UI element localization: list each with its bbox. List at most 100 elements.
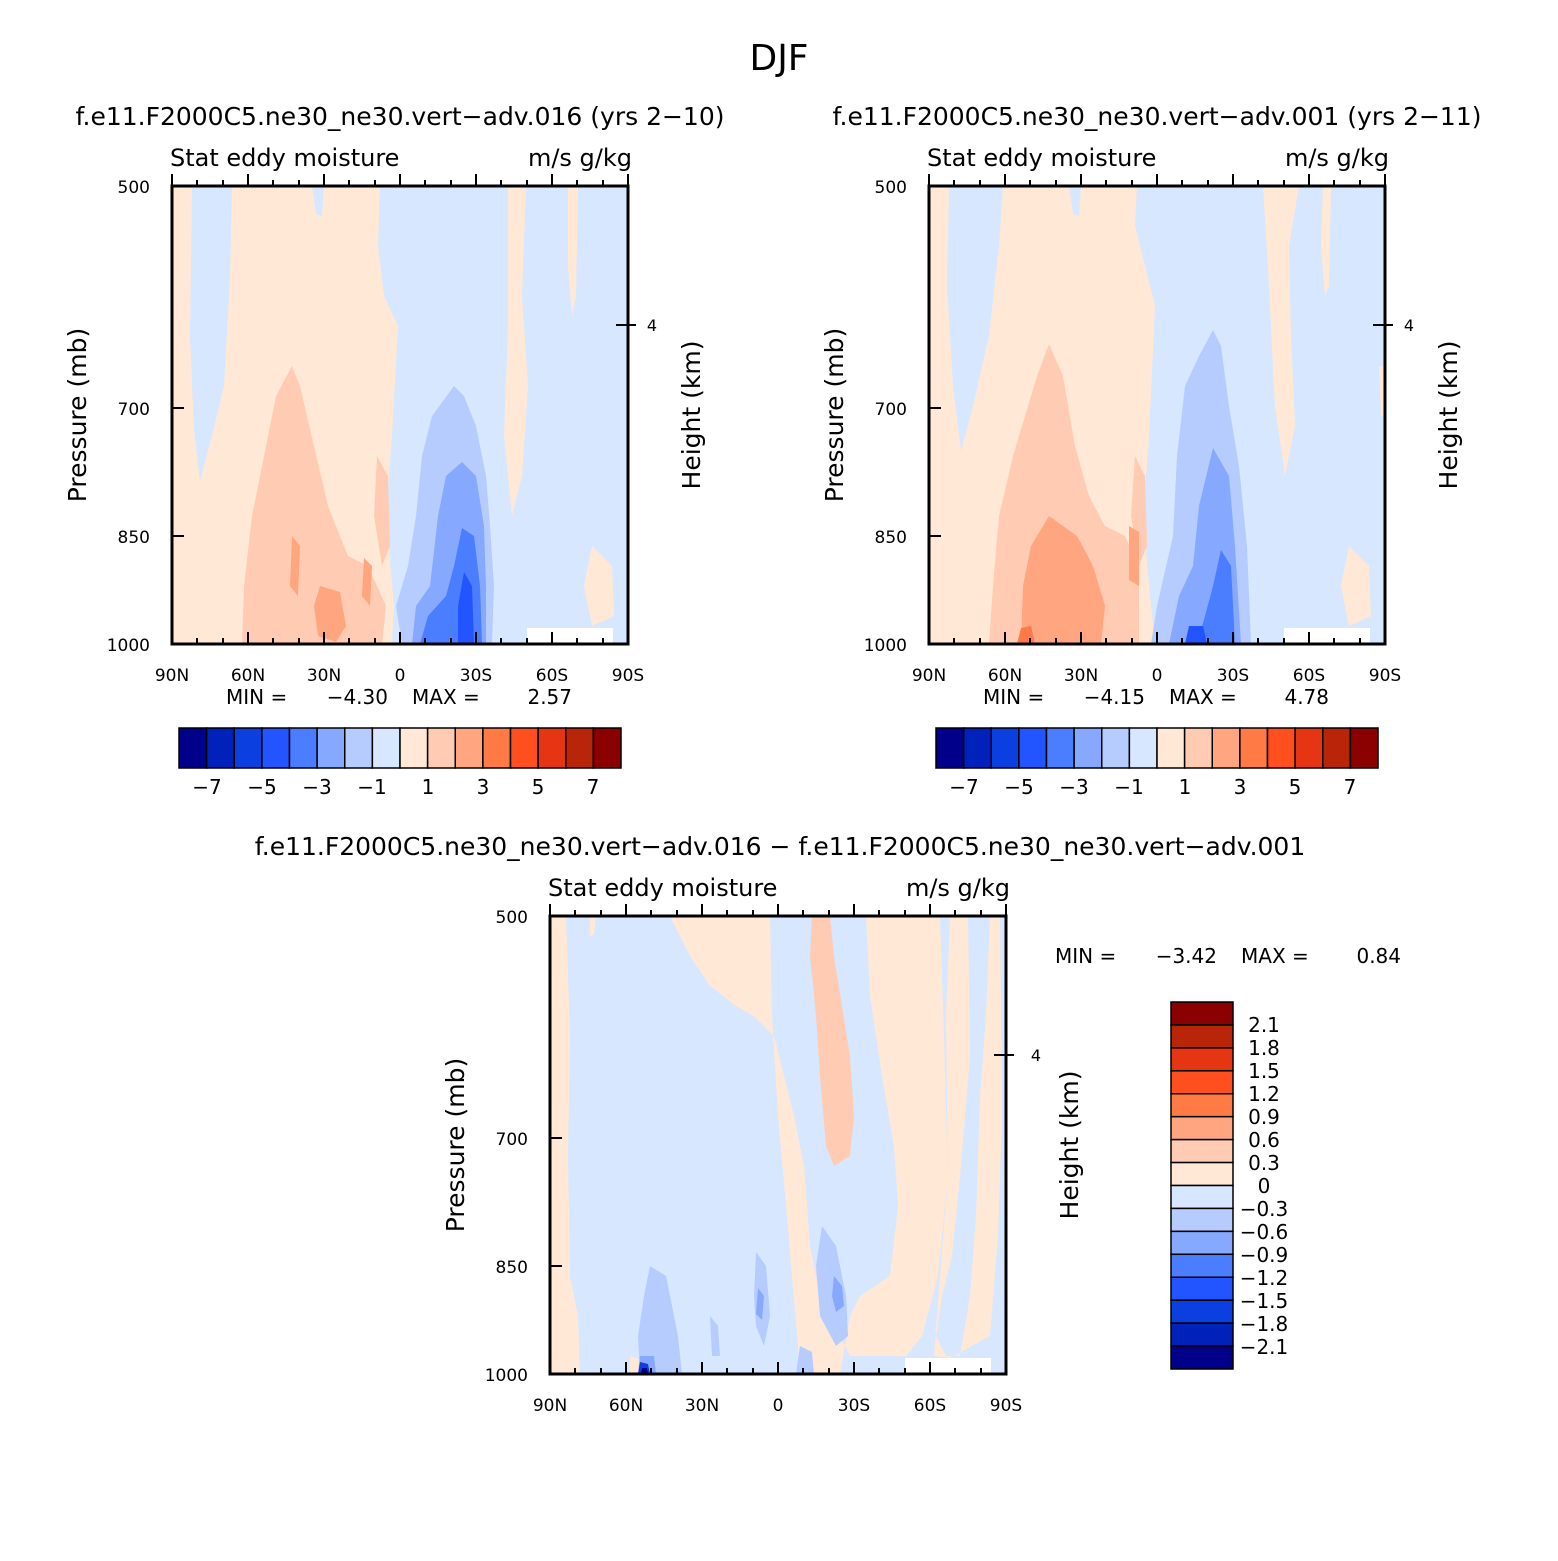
contour-field: [550, 916, 1006, 1374]
contour-neg-3: [756, 1288, 764, 1320]
contour-pos-2: [242, 366, 386, 644]
colorbar-label: 1.2: [1248, 1082, 1280, 1106]
contour-pos-1: [1341, 546, 1371, 626]
colorbar-label: −3: [1059, 775, 1088, 799]
y-tick-label: 700: [118, 400, 150, 420]
contour-pos-1: [590, 916, 596, 936]
contour-pos-3: [1021, 516, 1105, 644]
x-tick-label: 90N: [533, 1396, 567, 1416]
colorbar-label: −5: [1004, 775, 1033, 799]
y-tick-label: 1000: [485, 1366, 528, 1386]
colorbar-box: [454, 727, 484, 769]
x-tick-label: 30N: [1064, 666, 1098, 686]
colorbar-box: [426, 727, 457, 769]
colorbar-box: [1322, 727, 1352, 769]
colorbar-box: [1170, 1253, 1234, 1278]
axis-ticks: [171, 174, 636, 645]
colorbar-label: −1.5: [1240, 1289, 1289, 1313]
colorbar-box: [1170, 1138, 1234, 1164]
y-tick-label: 700: [875, 400, 907, 420]
colorbar-top-left: −7 −5 −3 −1 1 3 5 7: [178, 727, 622, 799]
x-tick-label: 60N: [231, 666, 265, 686]
x-tick-label: 0: [1152, 666, 1163, 686]
colorbar-box: [233, 727, 263, 769]
colorbar-label: −0.6: [1240, 1220, 1289, 1244]
colorbar-box: [399, 727, 429, 769]
y2-axis-title: Height (km): [677, 341, 706, 490]
colorbar-box: [261, 727, 291, 769]
colorbar-label: −0.3: [1240, 1197, 1289, 1221]
y-axis-title: Pressure (mb): [441, 1058, 470, 1232]
colorbar-box: [1170, 1070, 1234, 1095]
y-tick-label: 500: [496, 908, 528, 928]
colorbar-label: 1: [1179, 775, 1192, 799]
colorbar-box: [509, 727, 539, 769]
colorbar-box: [1170, 1115, 1234, 1141]
y-tick-label: 500: [875, 178, 907, 198]
contour-neg-2: [796, 1346, 814, 1374]
min-label: MIN =: [983, 685, 1044, 709]
x-tick-label: 90N: [912, 666, 946, 686]
colorbar-box: [1170, 1299, 1234, 1324]
min-value: −3.42: [1156, 944, 1217, 968]
contour-neg-2: [710, 1316, 720, 1356]
colorbar-label: −3: [302, 775, 331, 799]
min-label: MIN =: [1055, 944, 1116, 968]
colorbar-label: 1: [422, 775, 435, 799]
max-label: MAX =: [412, 685, 480, 709]
contour-pos-1: [504, 186, 528, 516]
contour-neg-1: [312, 186, 324, 216]
x-tick-label: 30S: [460, 666, 492, 686]
contour-neg-2: [638, 1266, 682, 1374]
colorbar-label: 0.9: [1248, 1105, 1280, 1129]
colorbar-difference: 2.1 1.8 1.5 1.2 0.9 0.6 0.3 0 −0.3 −0.6 …: [1170, 1001, 1289, 1370]
y-axis-title: Pressure (mb): [63, 328, 92, 502]
colorbar-box: [1170, 1322, 1234, 1347]
contour-neg-3: [832, 1276, 844, 1312]
max-label: MAX =: [1169, 685, 1237, 709]
y-tick-label: 850: [875, 528, 907, 548]
y2-tick-label: 4: [1404, 316, 1414, 335]
y2-axis-title: Height (km): [1055, 1071, 1084, 1220]
axis-ticks: [928, 174, 1393, 645]
colorbar-box: [1170, 1024, 1234, 1049]
colorbar-box: [592, 727, 622, 769]
colorbar-label: 0.3: [1248, 1151, 1280, 1175]
x-tick-label: 60S: [1293, 666, 1325, 686]
y-tick-label: 850: [496, 1258, 528, 1278]
colorbar-label: 0.6: [1248, 1128, 1280, 1152]
colorbar-box: [1294, 727, 1324, 769]
colorbar-box: [1170, 1276, 1234, 1301]
colorbar-top-right: −7 −5 −3 −1 1 3 5 7: [935, 727, 1379, 799]
colorbar-box: [1170, 1230, 1234, 1256]
colorbar-box: [1183, 727, 1214, 769]
colorbar-box: [565, 727, 595, 769]
contour-pos-2: [810, 916, 854, 1166]
max-value: 4.78: [1284, 685, 1329, 709]
contour-pos-2: [374, 456, 390, 566]
colorbar-label: −2.1: [1240, 1335, 1289, 1359]
colorbar-box: [1349, 727, 1379, 769]
contour-neg-5: [458, 572, 474, 644]
colorbar-label: 0: [1258, 1174, 1271, 1198]
y2-tick-label: 4: [1031, 1046, 1041, 1065]
contour-pos-3: [362, 558, 372, 606]
colorbar-label: 5: [1289, 775, 1302, 799]
x-tick-label: 30N: [685, 1396, 719, 1416]
colorbar-box: [288, 727, 318, 769]
colorbar-box: [371, 727, 401, 769]
panel-subtitle-left: Stat eddy moisture: [927, 144, 1156, 172]
colorbar-label: −1: [357, 775, 386, 799]
contour-neg-5: [1185, 626, 1207, 644]
colorbar-box: [537, 727, 567, 769]
colorbar-box: [1018, 727, 1048, 769]
colorbar-label: −7: [192, 775, 221, 799]
colorbar-label: −7: [949, 775, 978, 799]
colorbar-label: −0.9: [1240, 1243, 1289, 1267]
colorbar-box: [316, 727, 346, 769]
x-tick-label: 30S: [838, 1396, 870, 1416]
panel-subtitle-right: m/s g/kg: [528, 144, 632, 172]
x-tick-label: 30N: [307, 666, 341, 686]
x-tick-label: 0: [773, 1396, 784, 1416]
colorbar-box: [482, 727, 512, 769]
